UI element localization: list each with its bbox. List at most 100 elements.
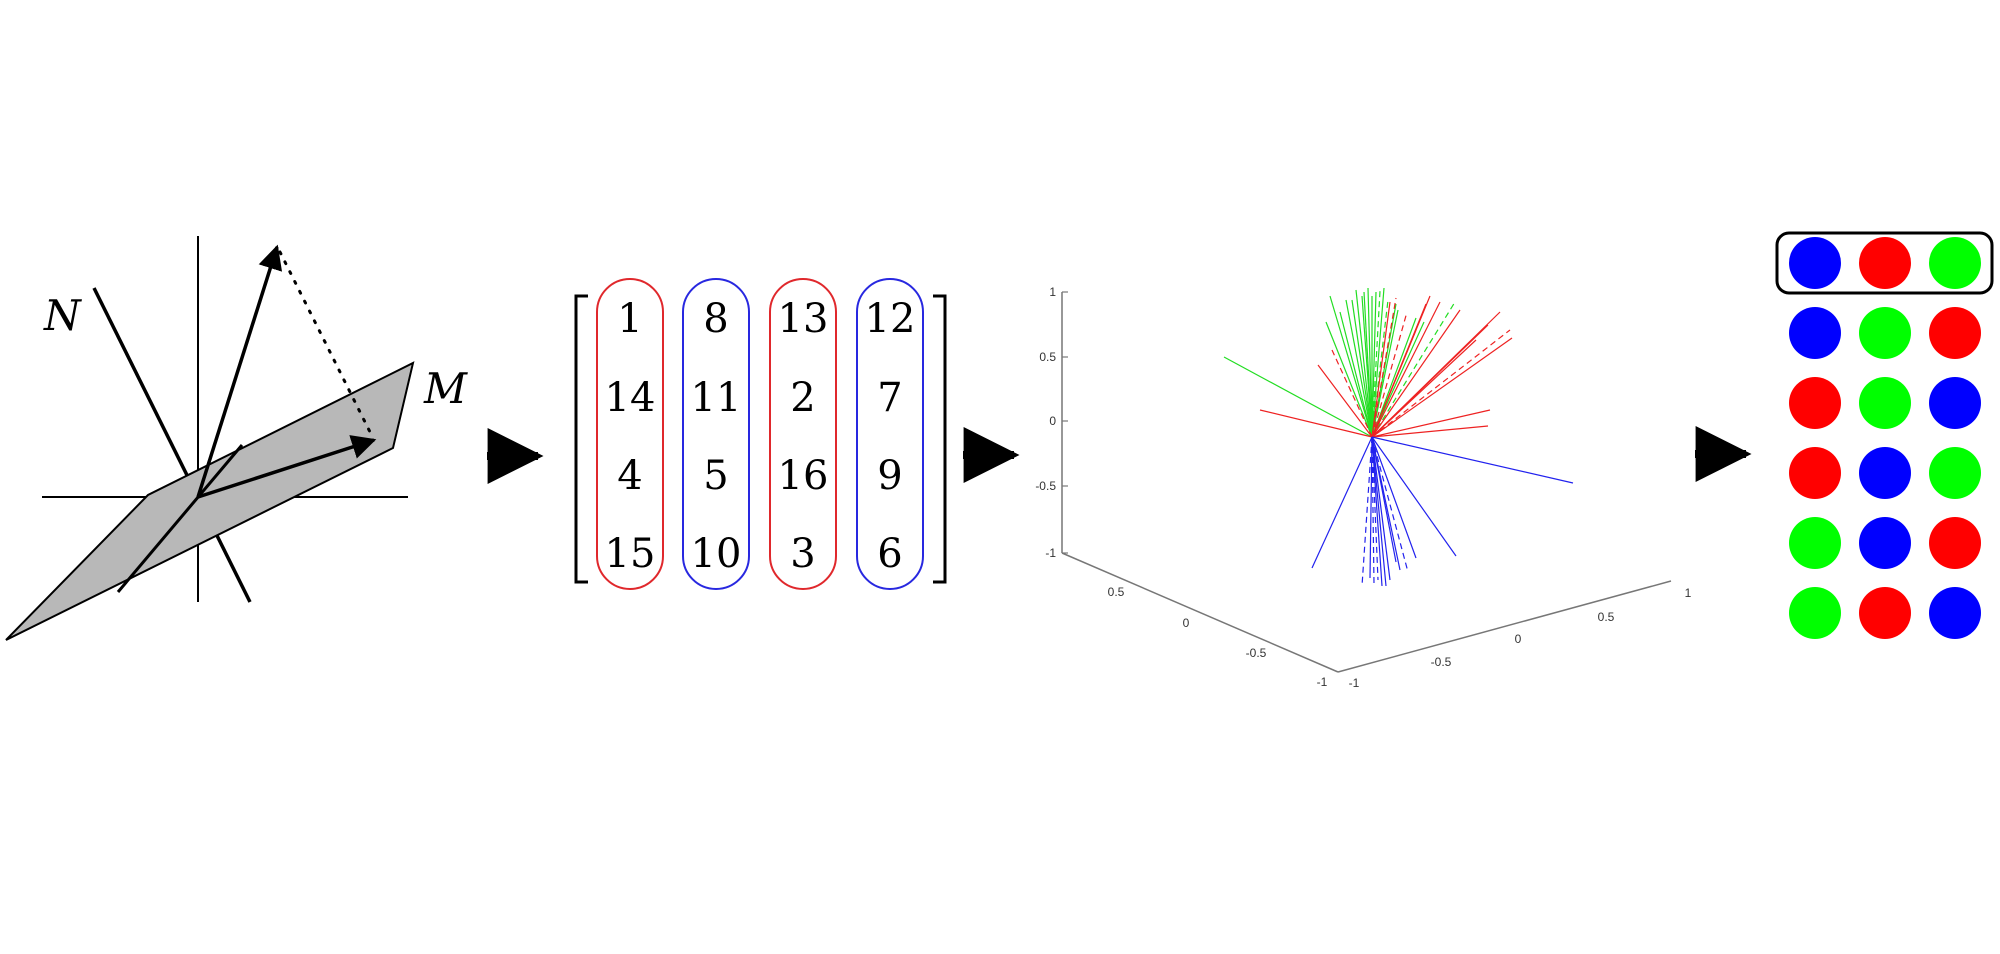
x-tick-label: -1 [1317,675,1328,689]
z-tick-label: -0.5 [1035,479,1056,493]
green-circle [1859,377,1911,429]
blue-circle [1859,517,1911,569]
normal-line-n [92,287,252,603]
red-circle [1789,447,1841,499]
plot-ray [1371,301,1456,438]
plot-ray [1369,436,1373,579]
plot-ray [1371,436,1375,585]
plot-panel: 1 0.5 0 -0.5 -1 0.5 0 -0.5 -1 -1 -0.5 0 0.5 1 [1035,285,1691,690]
blue-circle [1859,447,1911,499]
plot-ray [1371,436,1391,581]
matrix-cell: 5 [703,453,728,499]
plane-m [5,361,415,641]
green-circle [1929,447,1981,499]
projection-dotted-line [278,250,372,434]
matrix-cell: 10 [691,531,742,577]
plot-ray [1371,297,1397,438]
plot-ray [1351,299,1373,438]
plot-ray [1317,364,1373,438]
matrix-cell: 15 [605,531,656,577]
matrix-cell: 9 [877,453,902,499]
plot-ray [1371,301,1441,438]
green-circle [1789,587,1841,639]
plot-ray [1259,409,1373,438]
plot-ray [1371,409,1491,438]
plot-ray [1329,295,1373,438]
y-tick-label: 0.5 [1598,610,1615,624]
plot-ray [1331,349,1373,438]
green-circle [1929,237,1981,289]
matrix-cell: 6 [877,531,902,577]
matrix-panel: 1 14 4 15 8 11 5 10 13 2 16 3 12 7 9 6 [574,278,947,590]
left-bracket [574,294,588,584]
x-tick-label: 0.5 [1108,585,1125,599]
plot-ray [1339,311,1373,438]
blue-circle [1789,237,1841,289]
matrix-cell: 11 [691,375,742,421]
y-tick-label: -1 [1349,676,1360,690]
matrix-cell: 7 [877,375,902,421]
plot-ray [1361,295,1373,438]
x-tick-label: -0.5 [1246,646,1267,660]
highlight-box [1775,231,1994,295]
plot-ray [1371,329,1511,438]
red-circle [1859,587,1911,639]
grid-panel [1775,231,1994,639]
plot-ray [1371,436,1457,557]
plot-ray [1371,436,1397,563]
matrix-cell: 13 [778,296,829,342]
matrix-column-outline [682,278,750,590]
plot-ray [1325,321,1373,438]
plane-line [116,444,244,593]
y-tick-label: -0.5 [1431,655,1452,669]
matrix-column-outline [769,278,837,590]
plot-ray [1345,299,1373,438]
y-axis [1337,580,1672,673]
matrix-column-outline [596,278,664,590]
projected-vector [197,435,377,499]
matrix-cell: 2 [790,375,815,421]
plot-ray [1371,311,1408,438]
plot-ray [1371,339,1477,438]
z-tick-label: -1 [1045,546,1056,560]
plot-ray [1371,309,1399,438]
plot-ray [1371,436,1379,581]
red-circle [1859,237,1911,289]
plot-ray [1371,291,1377,438]
plot-ray [1223,356,1373,438]
plot-ray [1371,436,1417,559]
z-tick-label: 1 [1049,285,1056,299]
right-bracket [933,294,947,584]
projection-panel: N M [5,236,468,641]
plot-ray [1361,436,1373,587]
x-axis [1061,552,1339,673]
red-circle [1929,307,1981,359]
plot-ray [1311,436,1373,569]
matrix-cell: 3 [790,531,815,577]
plot-ray [1371,290,1381,438]
x-tick-label: 0 [1183,616,1190,630]
plot-ray [1371,337,1513,438]
plot-ray [1371,436,1383,587]
matrix-cell: 4 [617,453,642,499]
red-circle [1789,377,1841,429]
red-circle [1929,517,1981,569]
plot-ray [1367,287,1373,438]
vector-v [196,244,283,498]
plot-ray [1371,301,1391,438]
plot-ray [1371,425,1489,438]
plot-ray [1371,329,1417,438]
plot-ray [1371,436,1409,573]
plot-ray [1355,289,1373,438]
matrix-column-outline [856,278,924,590]
matrix-cell: 14 [605,375,656,421]
plot-ray [1371,287,1385,438]
label-m: M [423,364,468,413]
plot-ray [1371,309,1461,438]
blue-circle [1929,587,1981,639]
matrix-cell: 16 [778,453,829,499]
matrix-cell: 8 [703,296,728,342]
z-tick-label: 0.5 [1039,350,1056,364]
y-tick-label: 0 [1515,632,1522,646]
